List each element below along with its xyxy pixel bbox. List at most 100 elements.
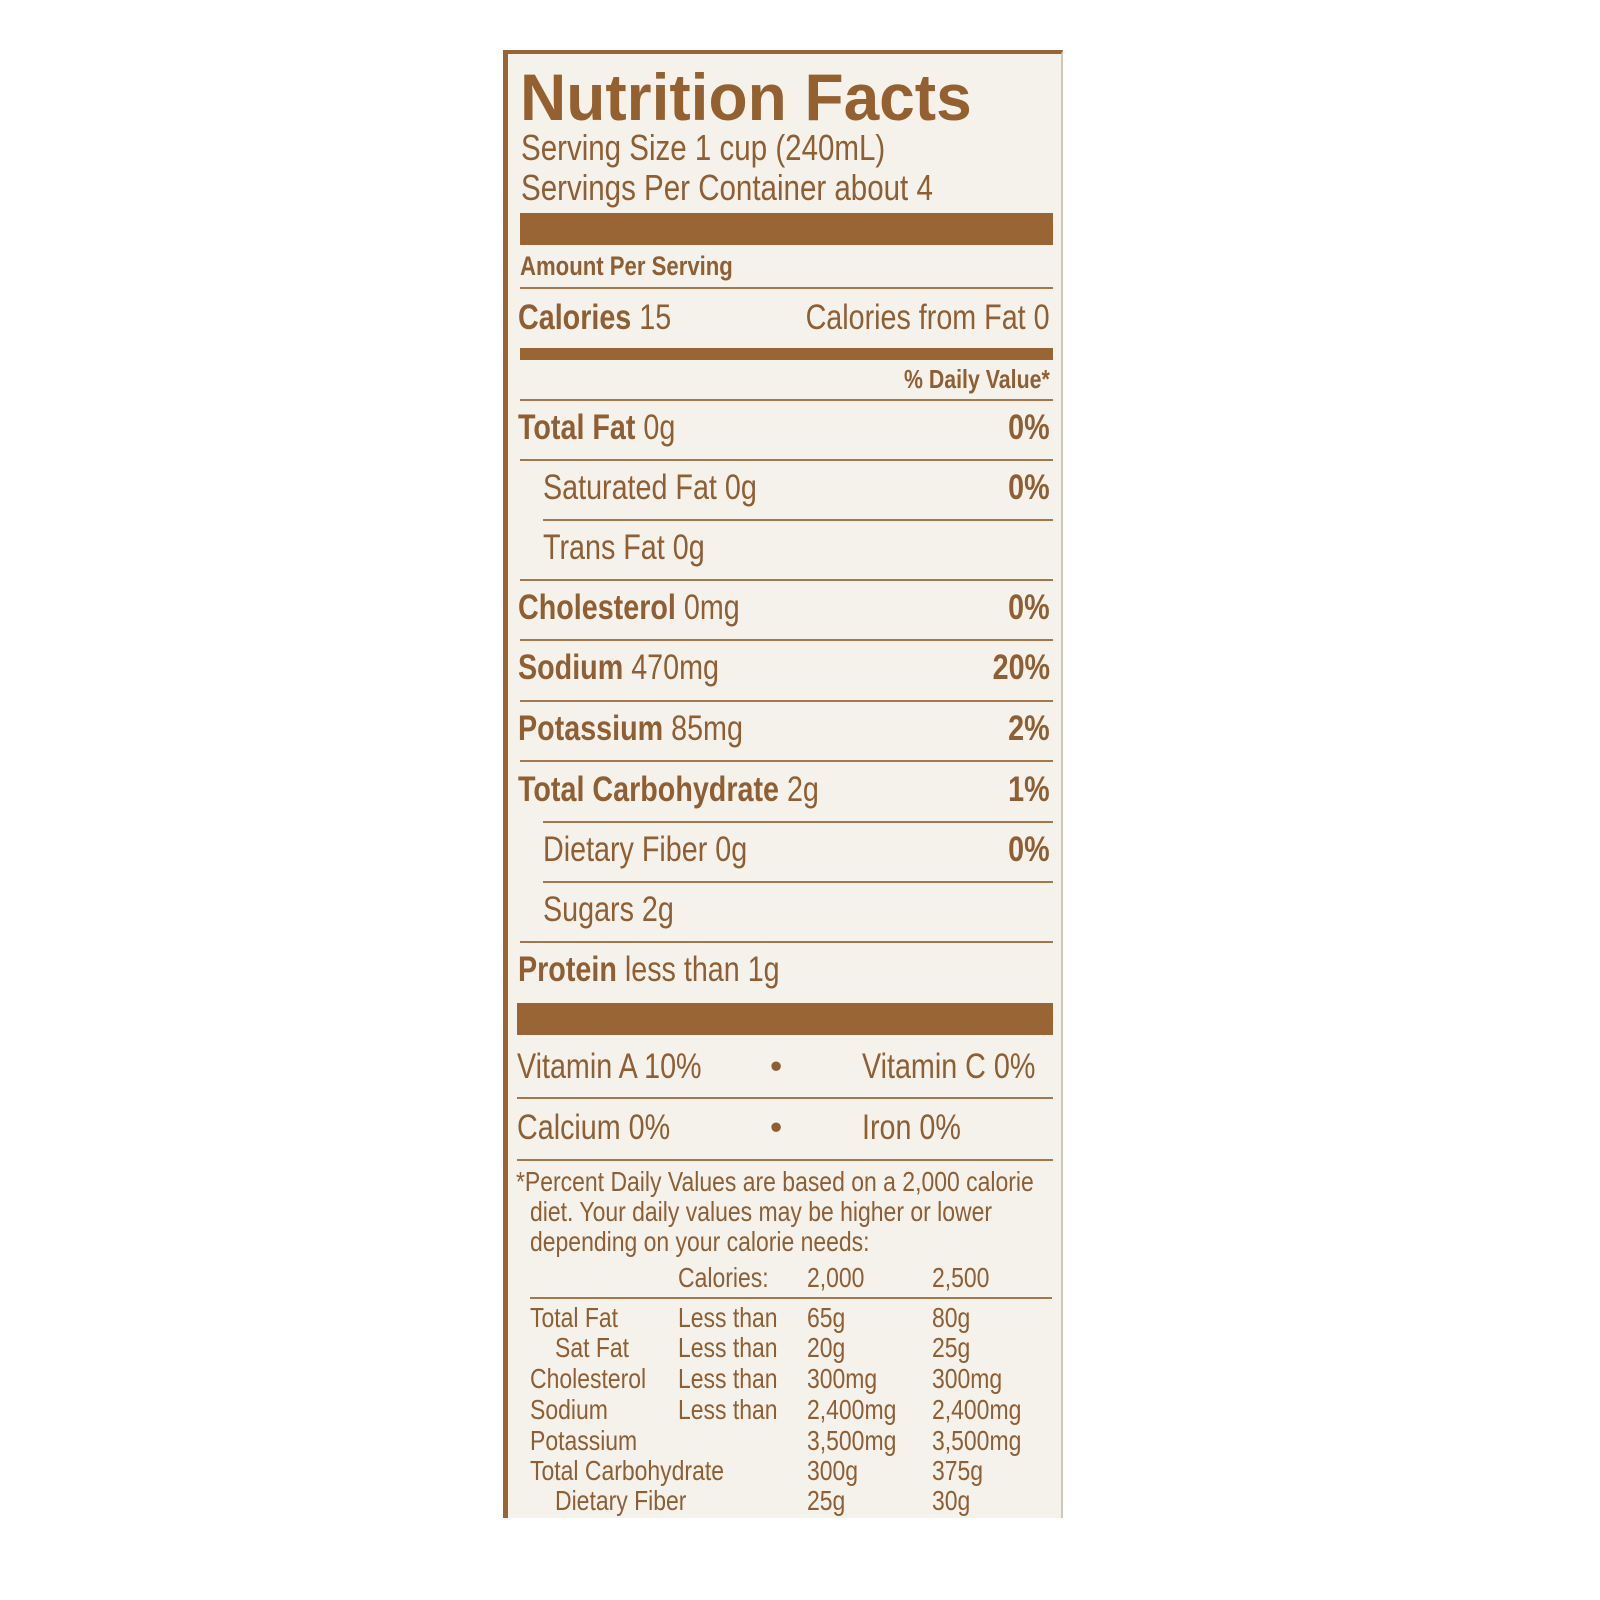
table-cell-name: Cholesterol	[530, 1364, 672, 1394]
nutrient-name: Potassium	[518, 709, 664, 748]
nutrient-row-potassium: Potassium 85mg 2%	[518, 709, 1050, 749]
bullet-separator: •	[770, 1047, 782, 1087]
table-cell-col2: 3,500mg	[932, 1426, 1041, 1456]
table-cell-name: Total Carbohydrate	[530, 1456, 767, 1486]
nutrient-row-saturated-fat: Saturated Fat 0g 0%	[543, 468, 1050, 508]
table-cell-col2: 300mg	[932, 1364, 1018, 1394]
iron-text: Iron 0%	[862, 1108, 961, 1147]
daily-value-header-text: % Daily Value*	[904, 364, 1050, 394]
nutrient-amount: 470mg	[631, 648, 719, 687]
nutrient-dv: 20%	[992, 648, 1050, 687]
table-cell-col1: 300g	[807, 1456, 869, 1486]
medium-divider	[520, 348, 1053, 360]
amount-per-serving-text: Amount Per Serving	[520, 251, 733, 281]
divider	[520, 760, 1053, 762]
nutrient-name: Dietary Fiber	[543, 830, 708, 869]
footnote-text: diet. Your daily values may be higher or…	[530, 1196, 993, 1227]
divider	[520, 579, 1053, 581]
calcium: Calcium 0%	[517, 1108, 704, 1148]
nutrient-row-sugars: Sugars 2g	[543, 890, 1050, 930]
table-cell-col2: 80g	[932, 1303, 979, 1333]
table-cell-text: 2,400mg	[932, 1394, 1022, 1425]
nutrient-row-total-fat: Total Fat 0g 0%	[518, 408, 1050, 448]
table-cell-name: Sodium	[530, 1395, 625, 1425]
footnote-text: *Percent Daily Values are based on a 2,0…	[516, 1166, 1034, 1197]
calcium-text: Calcium 0%	[517, 1108, 671, 1147]
divider	[520, 941, 1053, 943]
nutrient-amount: 2g	[786, 770, 819, 809]
table-cell-col2: 25g	[932, 1333, 979, 1363]
footnote-line: *Percent Daily Values are based on a 2,0…	[516, 1167, 1147, 1197]
title-text: Nutrition Facts	[520, 60, 972, 134]
nutrient-amount: less than 1g	[624, 950, 780, 989]
table-cell-col1: 300mg	[807, 1364, 893, 1394]
nutrient-row-sodium: Sodium 470mg 20%	[518, 648, 1050, 688]
table-cell-text: 2,400mg	[807, 1394, 897, 1425]
table-cell-col1: 3,500mg	[807, 1426, 916, 1456]
serving-size-text: Serving Size 1 cup (240mL)	[521, 127, 886, 168]
table-cell-name: Sat Fat	[555, 1333, 645, 1363]
table-cell-text: Cholesterol	[530, 1363, 647, 1394]
table-cell-text: 80g	[932, 1302, 971, 1333]
divider	[543, 821, 1053, 823]
table-cell-text: Less than	[678, 1394, 778, 1425]
table-cell-name: Potassium	[530, 1426, 661, 1456]
nutrient-amount: 85mg	[671, 709, 743, 748]
nutrient-row-protein: Protein less than 1g	[518, 950, 1050, 990]
iron: Iron 0%	[862, 1108, 983, 1148]
calories-value: 15	[639, 298, 672, 337]
table-cell-text: 375g	[932, 1455, 984, 1486]
table-cell-name: Dietary Fiber	[555, 1486, 715, 1516]
header-col2: 2,500	[932, 1262, 990, 1293]
footnote-line: diet. Your daily values may be higher or…	[530, 1197, 1093, 1227]
table-cell-col1: 20g	[807, 1333, 854, 1363]
table-cell-text: Dietary Fiber	[555, 1485, 687, 1516]
table-cell-text: 25g	[807, 1485, 846, 1516]
nutrient-name: Protein	[518, 950, 617, 989]
table-cell-qualifier: Less than	[678, 1303, 799, 1333]
table-cell-col1: 65g	[807, 1303, 854, 1333]
table-cell-qualifier: Less than	[678, 1364, 799, 1394]
divider	[520, 639, 1053, 641]
thick-divider	[517, 1003, 1053, 1035]
vitamin-c: Vitamin C 0%	[862, 1047, 1073, 1087]
nutrient-dv: 0%	[1008, 408, 1050, 447]
nutrient-dv: 0%	[1008, 830, 1050, 869]
bullet-text: •	[770, 1108, 783, 1147]
table-cell-text: 300mg	[807, 1363, 878, 1394]
nutrient-name: Trans Fat	[543, 528, 665, 567]
nutrient-name: Cholesterol	[518, 588, 676, 627]
calories-label: Calories	[518, 298, 632, 337]
bullet-separator: •	[770, 1108, 782, 1148]
table-header-2500: 2,500	[932, 1263, 1002, 1293]
divider	[517, 1097, 1053, 1099]
calories-row: Calories 15 Calories from Fat 0	[518, 298, 1050, 338]
table-cell-qualifier: Less than	[678, 1333, 799, 1363]
table-cell-text: 20g	[807, 1332, 846, 1363]
footnote-line: depending on your calorie needs:	[530, 1227, 944, 1257]
table-cell-text: 300mg	[932, 1363, 1003, 1394]
divider	[543, 881, 1053, 883]
nutrient-name: Total Fat	[518, 408, 636, 447]
divider	[543, 519, 1053, 521]
divider	[520, 287, 1053, 289]
table-cell-text: Less than	[678, 1302, 778, 1333]
divider	[520, 399, 1053, 401]
table-cell-text: 3,500mg	[932, 1425, 1022, 1456]
amount-per-serving: Amount Per Serving	[520, 251, 780, 281]
vitamin-c-text: Vitamin C 0%	[862, 1047, 1036, 1086]
table-cell-text: Total Carbohydrate	[530, 1455, 724, 1486]
table-cell-text: 300g	[807, 1455, 859, 1486]
serving-size: Serving Size 1 cup (240mL)	[521, 128, 965, 168]
nutrient-amount: 0g	[724, 468, 757, 507]
table-cell-col1: 25g	[807, 1486, 854, 1516]
table-cell-text: 65g	[807, 1302, 846, 1333]
table-cell-qualifier: Less than	[678, 1395, 799, 1425]
table-cell-col1: 2,400mg	[807, 1395, 916, 1425]
footnote-text: depending on your calorie needs:	[530, 1226, 870, 1257]
table-divider	[530, 1297, 1052, 1299]
thick-divider	[520, 213, 1053, 245]
vitamin-a-text: Vitamin A 10%	[517, 1047, 702, 1086]
nutrient-name: Saturated Fat	[543, 468, 717, 507]
nutrient-dv: 2%	[1008, 709, 1050, 748]
